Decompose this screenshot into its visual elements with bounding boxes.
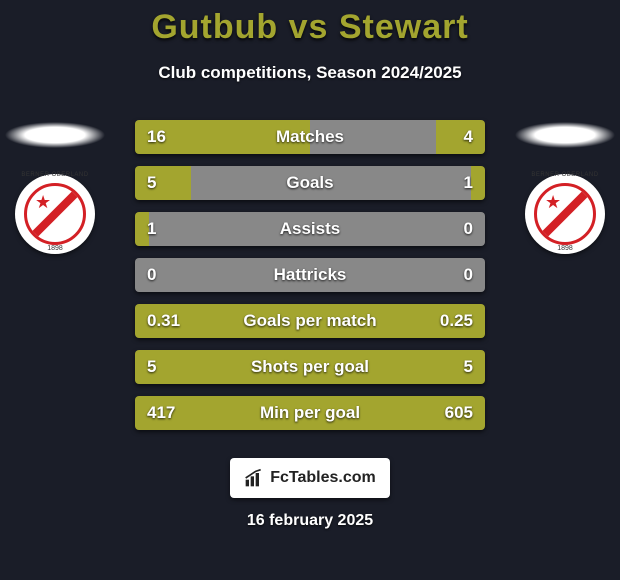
crest-year: 1898 xyxy=(557,245,573,252)
stat-label: Assists xyxy=(135,212,485,246)
stat-label: Goals per match xyxy=(135,304,485,338)
stat-row: 00Hattricks xyxy=(135,258,485,292)
brand-text: FcTables.com xyxy=(270,469,376,487)
star-icon: ★ xyxy=(545,192,561,213)
player-right-panel: BERNER OBERLAND ★ 1898 xyxy=(510,120,620,254)
crest-year: 1898 xyxy=(47,245,63,252)
stat-label: Hattricks xyxy=(135,258,485,292)
footer-date: 16 february 2025 xyxy=(0,512,620,530)
brand-logo: FcTables.com xyxy=(230,458,390,498)
player-left-panel: BERNER OBERLAND ★ 1898 xyxy=(0,120,110,254)
stat-label: Shots per goal xyxy=(135,350,485,384)
player-silhouette-icon xyxy=(515,120,615,150)
stat-row: 0.310.25Goals per match xyxy=(135,304,485,338)
crest-subtext: BERNER OBERLAND xyxy=(525,172,605,178)
club-crest-right: BERNER OBERLAND ★ 1898 xyxy=(525,174,605,254)
comparison-card: Gutbub vs Stewart Club competitions, Sea… xyxy=(0,0,620,580)
stats-table: 164Matches 51Goals 10Assists 00Hattricks 0.3… xyxy=(135,120,485,442)
stat-row: 51Goals xyxy=(135,166,485,200)
stat-row: 417605Min per goal xyxy=(135,396,485,430)
chart-icon xyxy=(244,468,264,488)
player-silhouette-icon xyxy=(5,120,105,150)
stat-label: Matches xyxy=(135,120,485,154)
stat-row: 10Assists xyxy=(135,212,485,246)
stat-row: 164Matches xyxy=(135,120,485,154)
stat-label: Min per goal xyxy=(135,396,485,430)
club-crest-left: BERNER OBERLAND ★ 1898 xyxy=(15,174,95,254)
subtitle: Club competitions, Season 2024/2025 xyxy=(0,63,620,83)
stat-label: Goals xyxy=(135,166,485,200)
crest-subtext: BERNER OBERLAND xyxy=(15,172,95,178)
star-icon: ★ xyxy=(35,192,51,213)
stat-row: 55Shots per goal xyxy=(135,350,485,384)
page-title: Gutbub vs Stewart xyxy=(0,0,620,47)
